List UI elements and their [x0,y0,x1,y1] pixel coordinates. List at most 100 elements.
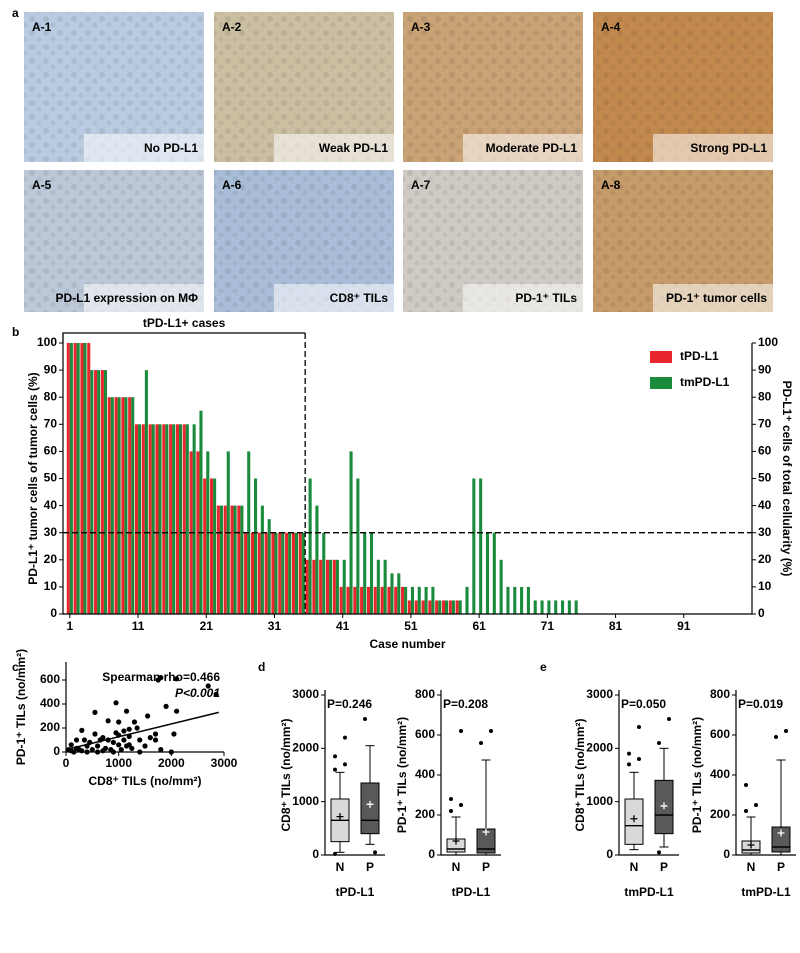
bar [445,600,449,614]
bar [383,559,387,614]
point [152,731,159,737]
point [137,737,143,743]
x-tick-label: 1 [66,619,73,633]
outlier [333,754,337,759]
bar [233,505,237,614]
x-tick-label: N [747,860,756,874]
bar [213,478,217,614]
x-tick-label: 61 [472,619,486,633]
bar [312,559,316,614]
outlier [667,717,671,721]
bar [87,343,91,614]
y-tick-label: 800 [415,687,435,701]
point [116,742,122,748]
outlier [343,762,347,767]
bar [131,397,135,614]
point [76,747,82,753]
bar [267,519,271,614]
bar [155,424,159,614]
tile-caption: No PD-L1 [144,141,198,155]
y2-tick-label: 100 [758,335,778,349]
bar [178,424,183,614]
bar [560,600,565,614]
y-axis-title: PD-L1⁺ tumor cells of tumor cells (%) [26,372,40,584]
bar [244,532,248,614]
bar [554,600,558,614]
group-label: tPD-L1+ cases [143,316,226,330]
bar [369,532,374,614]
tile-id: A-4 [601,20,621,34]
mean-marker [747,841,755,849]
y-tick-label: 0 [723,847,730,861]
bar [301,532,305,614]
outlier [459,803,463,807]
bar [103,370,108,614]
bar [80,343,84,614]
y-tick-label: 0 [50,606,57,620]
point [95,749,101,755]
box [771,826,791,853]
x-tick-label: 31 [268,619,282,633]
y-tick-label: 0 [606,847,613,861]
bar [274,532,278,614]
bar [506,586,510,614]
outlier [744,809,748,813]
point [129,745,135,752]
legend-label: tPD-L1 [680,349,719,363]
bar [438,600,442,614]
bar [479,478,483,614]
caption-box [84,284,204,312]
bar [315,505,319,614]
stat-annotation: P=0.050 [621,697,666,711]
y2-tick-label: 50 [758,471,772,485]
bar [134,424,139,614]
caption-box [463,134,583,162]
bar [196,451,200,614]
bar [526,586,530,614]
group-bracket [62,332,306,343]
y-tick-label: 800 [710,687,730,701]
bar [107,397,111,614]
point [113,700,119,706]
stat-annotation: P=0.208 [443,697,488,711]
outlier [627,762,631,767]
y-axis-title: CD8⁺ TILs (no/mm²) [573,718,587,831]
outlier [754,803,758,807]
y-tick-label: 50 [44,471,58,485]
bar [353,586,357,614]
panel-label: e [540,660,547,674]
bar [298,532,302,614]
bar [237,505,241,614]
bar [346,586,350,614]
bar [138,424,142,614]
x-tick-label: 11 [132,619,145,633]
point [205,683,211,689]
y-axis-title: CD8⁺ TILs (no/mm²) [279,718,293,831]
bar [162,424,166,614]
bar [83,343,87,614]
bar [485,532,490,614]
point [123,708,130,714]
bar [90,370,94,614]
point [174,708,180,714]
bar [356,478,360,614]
bar [199,410,203,614]
point [116,719,122,725]
point [126,726,132,732]
point [81,737,88,743]
bar [329,559,333,614]
outlier [333,851,337,856]
point [105,718,111,724]
bar [121,397,125,614]
bar [363,532,367,614]
point [100,748,106,754]
y-axis-title: PD-1⁺ TILs (no/mm²) [14,649,28,765]
bar [335,559,339,614]
x-tick-label: 3000 [211,756,238,770]
bar [360,586,364,614]
bar [387,586,391,614]
point [134,725,140,731]
x-tick-label: N [452,860,461,874]
bar [401,586,405,614]
